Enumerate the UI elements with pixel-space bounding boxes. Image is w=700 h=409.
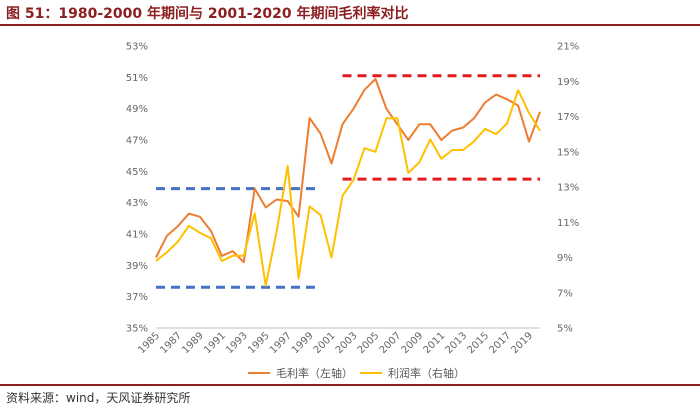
x-tick-label: 1991 — [202, 330, 228, 356]
y-left-tick-label: 39% — [126, 261, 148, 272]
y-left-tick-label: 49% — [126, 104, 148, 115]
y-right-tick-label: 15% — [557, 147, 579, 158]
y-right-tick-label: 13% — [557, 183, 579, 194]
series-line-profit-margin — [155, 89, 541, 287]
y-right-tick-label: 7% — [557, 288, 573, 299]
x-tick-label: 1995 — [246, 330, 272, 356]
y-right-tick-label: 9% — [557, 253, 573, 264]
y-left-tick-label: 37% — [126, 292, 148, 303]
legend-label-gross-margin: 毛利率（左轴） — [276, 366, 353, 380]
y-right-tick-label: 5% — [557, 324, 573, 335]
x-tick-label: 2015 — [465, 330, 491, 356]
y-left-tick-label: 47% — [126, 136, 148, 147]
x-tick-label: 1989 — [180, 330, 206, 356]
x-tick-label: 2007 — [378, 330, 404, 356]
y-right-tick-label: 11% — [557, 218, 579, 229]
x-tick-label: 2001 — [312, 330, 338, 356]
y-right-tick-label: 21% — [557, 42, 579, 53]
source-note: 资料来源：wind，天风证券研究所 — [6, 391, 191, 405]
footer-rule — [0, 384, 700, 386]
x-tick-label: 2017 — [487, 330, 513, 356]
y-left-tick-label: 43% — [126, 198, 148, 209]
x-tick-label: 2009 — [400, 330, 426, 356]
x-tick-label: 2013 — [444, 330, 470, 356]
y-right-tick-label: 19% — [557, 77, 579, 88]
y-right-tick-label: 17% — [557, 112, 579, 123]
x-tick-label: 2019 — [509, 330, 535, 356]
x-tick-label: 1997 — [268, 330, 294, 356]
title-bar: 图 51：1980-2000 年期间与 2001-2020 年期间毛利率对比 — [0, 0, 700, 26]
x-tick-label: 2005 — [356, 330, 382, 356]
series-line-gross-margin — [155, 77, 541, 264]
y-left-tick-label: 51% — [126, 73, 148, 84]
y-left-tick-label: 45% — [126, 167, 148, 178]
x-tick-label: 1987 — [158, 330, 184, 356]
x-tick-label: 1993 — [224, 330, 250, 356]
x-tick-label: 2003 — [334, 330, 360, 356]
x-tick-label: 2011 — [422, 330, 448, 356]
legend-label-profit-margin: 利润率（右轴） — [388, 366, 465, 380]
line-chart: 35% 37% 39% 41% 43% 45% 47% 49% 51% 53% 5% 7% 9% 11% 1… — [126, 42, 579, 381]
y-left-tick-label: 41% — [126, 230, 148, 241]
x-tick-label: 1999 — [290, 330, 316, 356]
y-left-tick-label: 53% — [126, 42, 148, 53]
y-left-tick-label: 35% — [126, 324, 148, 335]
figure-title: 图 51：1980-2000 年期间与 2001-2020 年期间毛利率对比 — [6, 6, 409, 22]
